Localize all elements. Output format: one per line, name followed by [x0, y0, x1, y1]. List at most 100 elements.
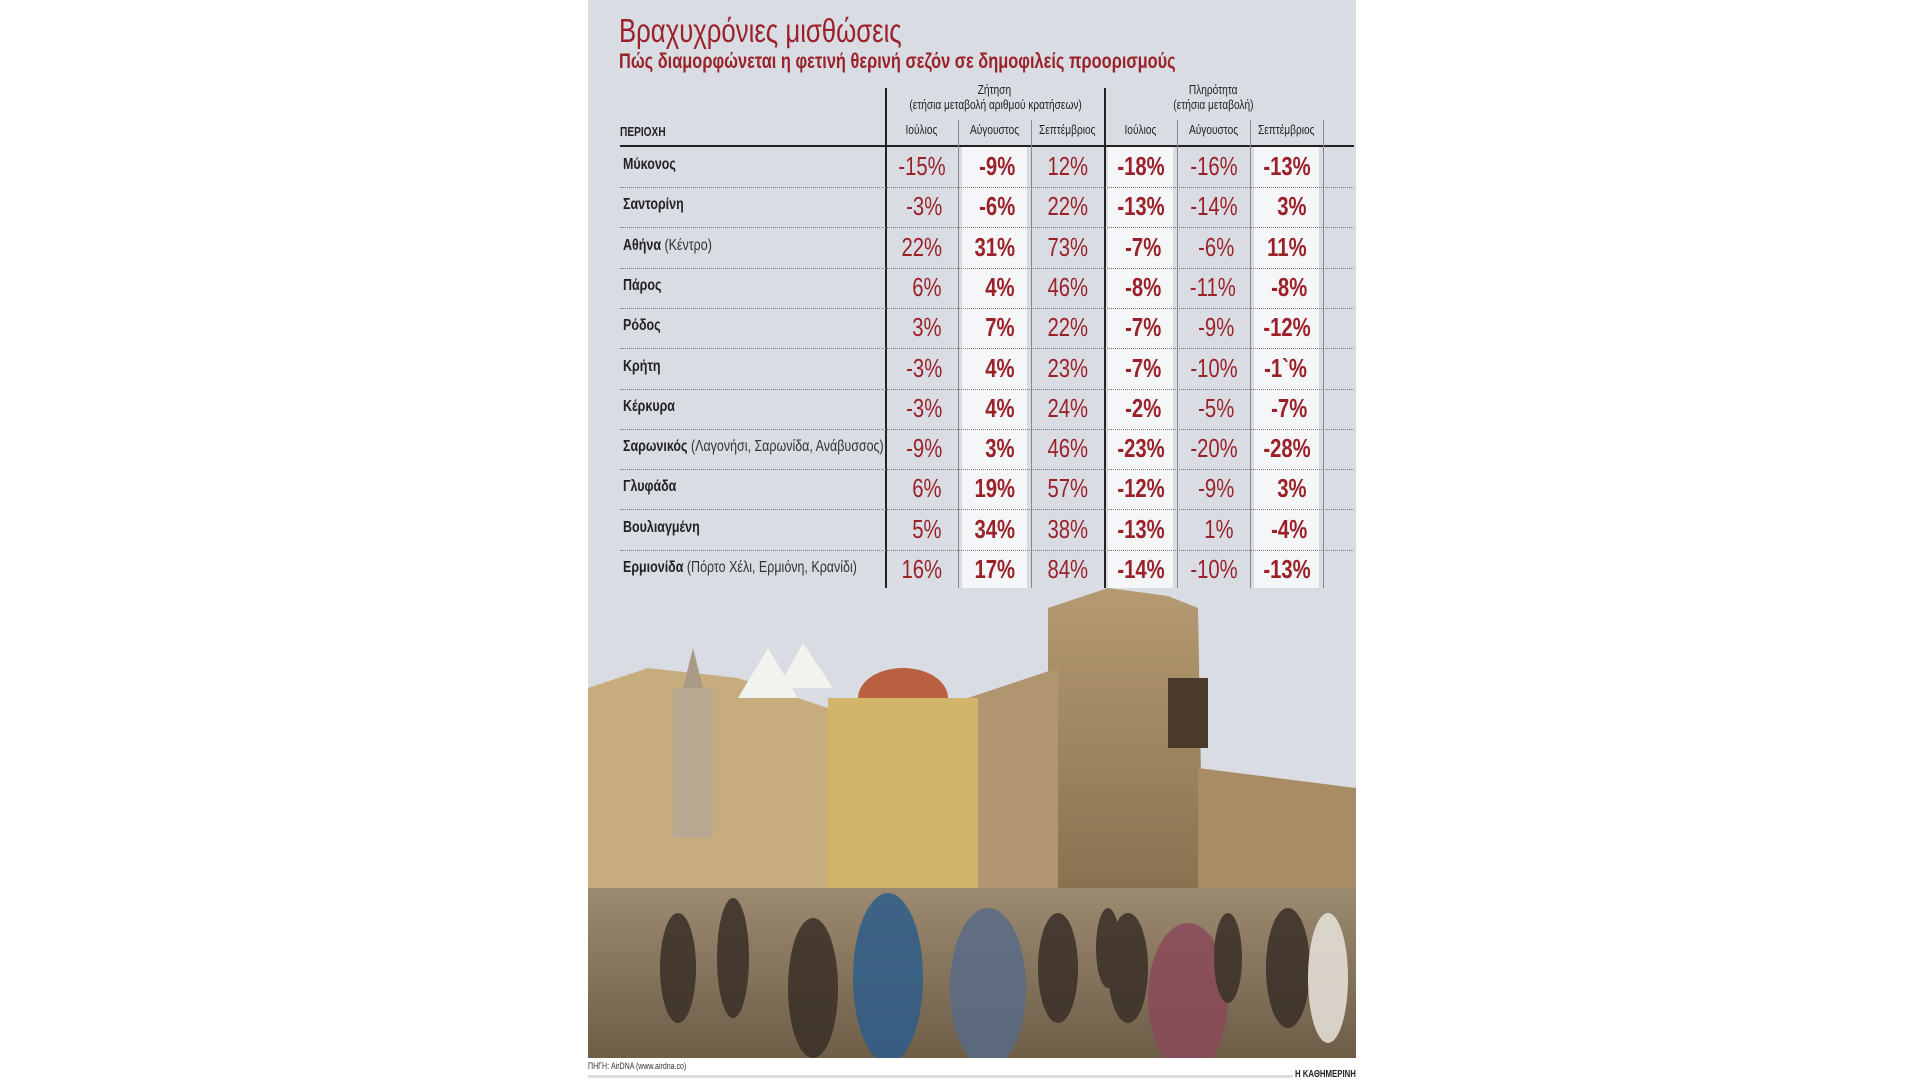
value-cell: 16%: [901, 554, 942, 584]
region-name: Σαντορίνη: [623, 196, 684, 214]
brand-logo: Η ΚΑΘΗΜΕΡΙΝΗ: [1295, 1069, 1356, 1080]
value-cell: -12%: [1263, 312, 1311, 343]
value-cell: -9%: [978, 151, 1015, 181]
region-name: Μύκονος: [623, 156, 676, 173]
row-header: ΠΕΡΙΟΧΗ: [620, 124, 666, 139]
column-divider: [958, 120, 959, 590]
column-header: Αύγουστος: [969, 122, 1020, 137]
value-cell: 73%: [1047, 231, 1088, 262]
table-row: Ρόδος 3% 7% 22% -7% -9% -12%: [620, 308, 1354, 350]
highlight-column: [1108, 147, 1173, 590]
value-cell: 46%: [1047, 271, 1088, 302]
value-cell: 24%: [1047, 392, 1088, 423]
table-row: Σαρωνικός (Λαγονήσι, Σαρωνίδα, Ανάβυσσος…: [620, 429, 1354, 471]
value-cell: 22%: [1047, 191, 1088, 222]
region-name: Σαρωνικός (Λαγονήσι, Σαρωνίδα, Ανάβυσσος…: [623, 438, 884, 456]
value-cell: 4%: [985, 392, 1015, 423]
table-row: Μύκονος -15% -9% 12% -18% -16% -13%: [620, 147, 1354, 188]
column-divider: [1323, 120, 1324, 590]
group-header: Πληρότητα (ετήσια μεταβολή): [1173, 82, 1254, 112]
column-header: Αύγουστος: [1188, 122, 1239, 137]
value-cell: -6%: [978, 191, 1015, 222]
value-cell: -3%: [905, 352, 942, 383]
value-cell: 57%: [1047, 473, 1088, 504]
region-name: Γλυφάδα: [623, 478, 677, 496]
value-cell: 7%: [985, 312, 1015, 343]
region-name: Αθήνα (Κέντρο): [623, 236, 712, 254]
value-cell: -1`%: [1264, 352, 1307, 383]
region-name: Κρήτη: [623, 357, 661, 375]
value-cell: 3%: [912, 312, 942, 343]
value-cell: 3%: [985, 433, 1015, 464]
value-cell: 23%: [1047, 352, 1088, 383]
value-cell: -13%: [1117, 191, 1165, 222]
value-cell: 22%: [901, 231, 942, 262]
value-cell: 38%: [1047, 513, 1088, 544]
header-divider: [620, 145, 1354, 147]
table-row: Πάρος 6% 4% 46% -8% -11% -8%: [620, 268, 1354, 309]
value-cell: 4%: [985, 352, 1015, 383]
table-row: Σαντορίνη -3% -6% 22% -13% -14% 3%: [620, 187, 1354, 229]
source-note: ΠΗΓΗ: AirDNA (www.airdna.co): [588, 1061, 687, 1071]
table-row: Γλυφάδα 6% 19% 57% -12% -9% 3%: [620, 469, 1354, 511]
region-name: Πάρος: [623, 276, 662, 294]
table-row: Βουλιαγμένη 5% 34% 38% -13% 1% -4%: [620, 510, 1354, 551]
value-cell: 6%: [912, 473, 942, 504]
highlight-column: [1254, 147, 1319, 590]
value-cell: -3%: [905, 191, 942, 222]
value-cell: -8%: [1270, 271, 1307, 302]
column-divider: [1104, 88, 1106, 590]
value-cell: -7%: [1124, 352, 1161, 383]
value-cell: 6%: [912, 271, 942, 302]
group-header: Ζήτηση (ετήσια μεταβολή αριθμού κρατήσεω…: [909, 82, 1082, 112]
column-divider: [1031, 120, 1032, 590]
subtitle: Πώς διαμορφώνεται η φετινή θερινή σεζόν …: [619, 50, 1176, 73]
value-cell: 3%: [1277, 191, 1307, 222]
value-cell: 84%: [1047, 554, 1088, 584]
value-cell: -9%: [1197, 473, 1234, 504]
table-row: Κέρκυρα -3% 4% 24% -2% -5% -7%: [620, 389, 1354, 430]
value-cell: 46%: [1047, 433, 1088, 464]
value-cell: -13%: [1263, 151, 1311, 181]
value-cell: -13%: [1117, 513, 1165, 544]
value-cell: 4%: [985, 271, 1015, 302]
value-cell: -10%: [1190, 554, 1238, 584]
rhodes-old-town-photo: [588, 588, 1356, 1058]
infographic-panel: Βραχυχρόνιες μισθώσεις Πώς διαμορφώνεται…: [588, 0, 1356, 1058]
column-divider: [1177, 120, 1178, 590]
value-cell: -5%: [1197, 392, 1234, 423]
value-cell: -6%: [1197, 231, 1234, 262]
title: Βραχυχρόνιες μισθώσεις: [619, 12, 902, 49]
value-cell: -2%: [1124, 392, 1161, 423]
region-name: Ρόδος: [623, 317, 661, 335]
value-cell: -7%: [1124, 312, 1161, 343]
value-cell: 19%: [974, 473, 1015, 504]
value-cell: 3%: [1277, 473, 1307, 504]
region-name: Κέρκυρα: [623, 397, 675, 415]
value-cell: -14%: [1190, 191, 1238, 222]
value-cell: 12%: [1047, 151, 1088, 181]
table-row: Ερμιονίδα (Πόρτο Χέλι, Ερμιόνη, Κρανίδι)…: [620, 550, 1354, 590]
column-header: Ιούλιος: [1124, 122, 1157, 137]
value-cell: 34%: [974, 513, 1015, 544]
value-cell: 17%: [974, 554, 1015, 584]
column-divider: [1250, 120, 1251, 590]
table-row: Κρήτη -3% 4% 23% -7% -10% -1`%: [620, 349, 1354, 390]
value-cell: -28%: [1263, 433, 1311, 464]
value-cell: -11%: [1189, 271, 1236, 302]
value-cell: -4%: [1270, 513, 1307, 544]
value-cell: -3%: [905, 392, 942, 423]
value-cell: -13%: [1263, 554, 1311, 584]
column-header: Σεπτέμβριος: [1258, 122, 1315, 137]
value-cell: -15%: [898, 151, 946, 181]
footer-divider: [588, 1075, 1293, 1078]
value-cell: 5%: [912, 513, 942, 544]
table-row: Αθήνα (Κέντρο) 22% 31% 73% -7% -6% 11%: [620, 228, 1354, 269]
column-header: Σεπτέμβριος: [1039, 122, 1096, 137]
value-cell: -9%: [1197, 312, 1234, 343]
region-name: Ερμιονίδα (Πόρτο Χέλι, Ερμιόνη, Κρανίδι): [623, 559, 857, 576]
value-cell: -20%: [1190, 433, 1238, 464]
value-cell: -8%: [1124, 271, 1161, 302]
value-cell: -23%: [1117, 433, 1165, 464]
region-name: Βουλιαγμένη: [623, 518, 700, 536]
